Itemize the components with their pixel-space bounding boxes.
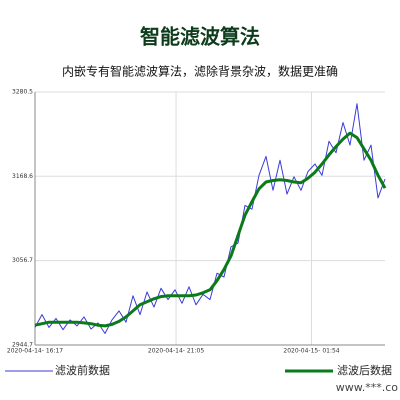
watermark: www.***.co	[336, 381, 399, 394]
data-line	[34, 131, 387, 328]
y-tick-label: 2944.7	[12, 342, 33, 349]
y-tick-label: 3056.7	[12, 257, 33, 264]
y-tick-label: 3168.6	[12, 173, 33, 180]
legend-label: 滤波前数据	[55, 363, 110, 377]
legend-label: 滤波后数据	[337, 363, 392, 377]
data-line	[34, 103, 386, 334]
x-tick-label: 2020-04-15- 01:54	[283, 348, 339, 355]
y-tick-label: 3280.5	[12, 89, 33, 96]
chart-subtitle: 内嵌专有智能滤波算法，滤除背景杂波，数据更准确	[62, 64, 338, 79]
x-tick-label: 2020-04-14- 16:17	[7, 348, 63, 355]
chart-title: 智能滤波算法	[140, 25, 260, 49]
x-tick-label: 2020-04-14- 21:05	[148, 348, 204, 355]
